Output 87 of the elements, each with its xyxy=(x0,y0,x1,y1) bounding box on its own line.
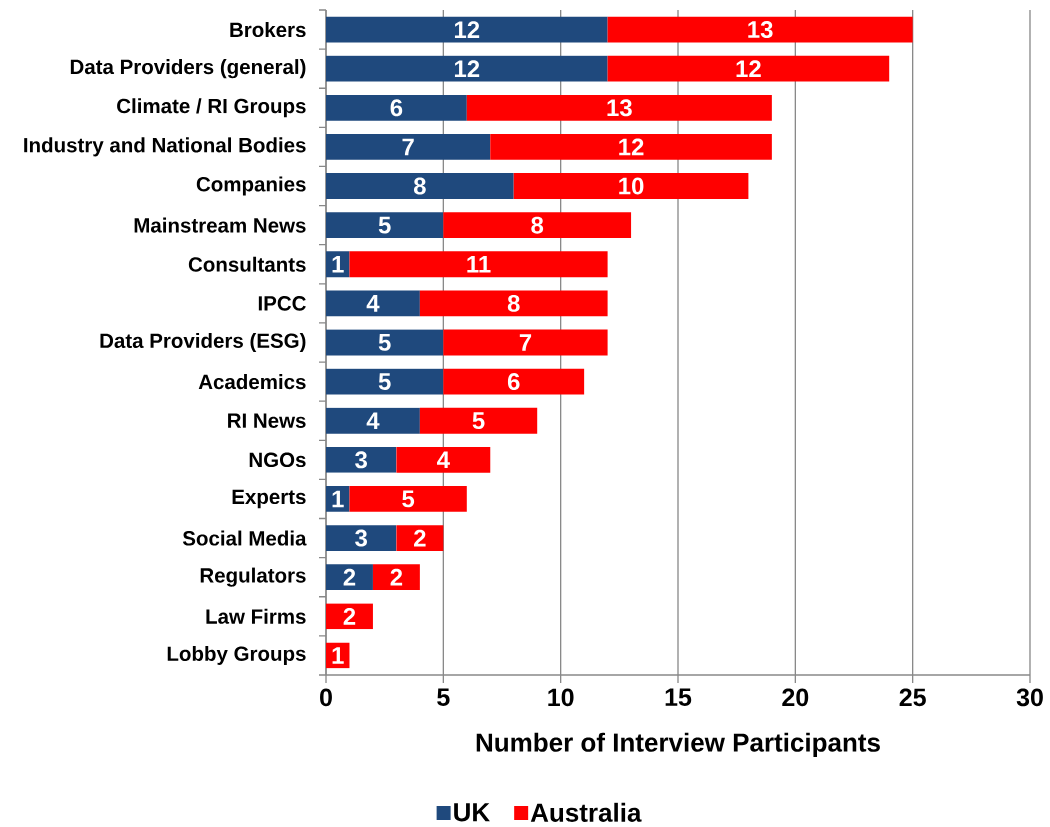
x-axis-title: Number of Interview Participants xyxy=(476,732,880,757)
bar xyxy=(326,290,420,317)
data-label: 2 xyxy=(343,568,356,586)
y-tick-label: Academics xyxy=(198,374,306,390)
bar xyxy=(326,212,444,239)
y-tick-label: Industry and National Bodies xyxy=(24,137,306,157)
data-label: 8 xyxy=(507,294,520,312)
bar xyxy=(326,564,373,591)
bar xyxy=(443,212,632,239)
data-label: 13 xyxy=(748,21,773,39)
data-label: 2 xyxy=(390,568,403,586)
y-tick-label: Regulators xyxy=(200,567,306,587)
y-tick-label: Companies xyxy=(196,176,306,196)
bar xyxy=(326,407,420,434)
data-label: 12 xyxy=(454,21,480,38)
data-label: 7 xyxy=(402,138,414,156)
data-label: 10 xyxy=(619,177,644,195)
y-tick-label: RI News xyxy=(228,413,306,428)
bar xyxy=(349,251,608,278)
bar xyxy=(326,94,467,121)
x-tick-label: 30 xyxy=(1016,688,1043,707)
data-label: 5 xyxy=(472,412,485,430)
bar xyxy=(326,16,608,43)
data-label: 12 xyxy=(619,138,644,156)
data-label: 7 xyxy=(519,334,532,351)
bar xyxy=(326,329,444,356)
data-label: 1 xyxy=(332,647,344,664)
bar xyxy=(326,525,397,551)
data-label: 8 xyxy=(413,177,426,195)
bar xyxy=(349,486,467,512)
data-label: 12 xyxy=(736,60,761,78)
bar xyxy=(372,564,420,591)
x-tick-label: 10 xyxy=(548,688,574,707)
data-label: 2 xyxy=(343,607,356,625)
bar xyxy=(326,133,491,160)
legend-label: Australia xyxy=(530,802,642,822)
y-tick-label: Lobby Groups xyxy=(167,645,306,665)
data-label: 8 xyxy=(531,216,544,234)
bar xyxy=(396,525,444,551)
y-tick-label: Climate / RI Groups xyxy=(117,98,306,118)
y-tick-label: Data Providers (general) xyxy=(70,59,306,79)
data-label: 4 xyxy=(366,412,380,429)
y-tick-label: Brokers xyxy=(230,22,306,38)
data-label: 5 xyxy=(378,334,391,351)
bar xyxy=(419,290,608,317)
data-label: 1 xyxy=(332,256,344,273)
x-tick-label: 5 xyxy=(437,688,450,706)
bar xyxy=(607,16,913,43)
bar xyxy=(326,368,444,395)
bar xyxy=(419,407,538,434)
y-tick-label: Law Firms xyxy=(206,608,306,624)
data-label: 1 xyxy=(332,490,344,508)
x-tick-label: 20 xyxy=(782,688,809,707)
data-label: 5 xyxy=(378,373,391,390)
bar xyxy=(490,133,772,160)
bar xyxy=(396,446,491,473)
y-tick-label: Mainstream News xyxy=(134,217,306,233)
bar xyxy=(443,368,585,395)
data-label: 13 xyxy=(607,99,632,117)
bar xyxy=(326,446,397,473)
data-label: 5 xyxy=(402,490,415,508)
data-label: 6 xyxy=(390,99,403,117)
bar xyxy=(326,55,608,82)
data-label: 12 xyxy=(454,60,480,78)
bar xyxy=(607,55,890,82)
y-tick-label: NGOs xyxy=(249,452,306,468)
data-label: 5 xyxy=(378,216,391,234)
data-label: 3 xyxy=(355,451,368,469)
data-label: 4 xyxy=(366,295,380,312)
x-tick-label: 0 xyxy=(320,688,332,707)
y-tick-label: Experts xyxy=(232,489,306,509)
y-tick-label: Consultants xyxy=(188,256,306,272)
bar xyxy=(513,173,749,199)
bar xyxy=(326,173,514,199)
data-label: 2 xyxy=(414,529,426,547)
bar xyxy=(466,94,772,121)
data-label: 3 xyxy=(355,529,368,547)
data-label: 11 xyxy=(467,256,491,273)
y-tick-label: Data Providers (ESG) xyxy=(100,332,306,353)
bar xyxy=(443,329,608,356)
y-tick-label: Social Media xyxy=(182,530,307,546)
y-tick-label: IPCC xyxy=(258,296,306,311)
legend-label: UK xyxy=(454,803,490,822)
x-tick-label: 25 xyxy=(899,688,926,707)
data-label: 6 xyxy=(507,373,520,391)
data-label: 4 xyxy=(437,451,450,469)
x-tick-label: 15 xyxy=(665,688,692,706)
